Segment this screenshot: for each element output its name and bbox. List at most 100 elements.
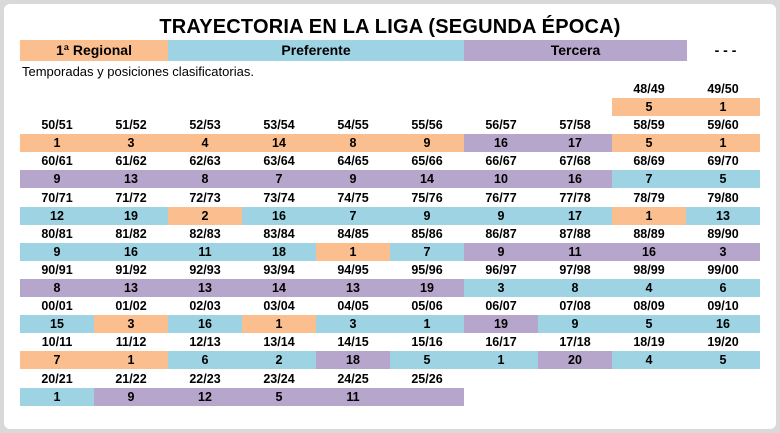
season-label: 20/21: [41, 371, 73, 386]
position-cell: 7: [316, 206, 390, 225]
season-label: 62/63: [189, 154, 221, 169]
season-label: 83/84: [263, 226, 295, 241]
season-label: 25/26: [411, 371, 443, 386]
position-cell: 8: [20, 279, 94, 297]
position-cell: 3: [464, 279, 538, 297]
season-label: 88/89: [633, 226, 665, 241]
season-label: 96/97: [485, 263, 517, 277]
season-label: 17/18: [559, 335, 591, 350]
position-cell: 17: [538, 134, 612, 153]
position-cell: 3: [686, 242, 760, 261]
position-cell: 4: [612, 351, 686, 370]
season-label: 99/00: [707, 263, 739, 277]
position-cell: 19: [390, 279, 464, 297]
season-label: 54/55: [337, 118, 369, 133]
season-label: 98/99: [633, 263, 665, 277]
season-label: 18/19: [633, 335, 665, 350]
position-cell: 5: [612, 98, 686, 116]
position-cell: 2: [242, 351, 316, 370]
season-label: 24/25: [337, 371, 369, 386]
season-label: 10/11: [41, 335, 73, 350]
season-label: 75/76: [411, 190, 443, 205]
position-cell: 7: [612, 170, 686, 189]
position-cell: 9: [94, 387, 168, 406]
position-cell: 12: [168, 387, 242, 406]
legend-preferente: Preferente: [168, 40, 464, 61]
season-label: 79/80: [707, 190, 739, 205]
position-cell: 19: [94, 206, 168, 225]
position-cell: 9: [390, 206, 464, 225]
season-label: 91/92: [115, 263, 147, 277]
position-cell: 16: [94, 242, 168, 261]
season-label: 70/71: [41, 190, 73, 205]
legend-tercera: Tercera: [464, 40, 687, 61]
position-cell: 4: [612, 279, 686, 297]
season-label: 89/90: [707, 226, 739, 241]
position-cell: 13: [94, 279, 168, 297]
position-cell: 5: [686, 351, 760, 370]
season-label: 59/60: [707, 118, 739, 133]
position-cell: 13: [686, 206, 760, 225]
position-cell: 6: [686, 279, 760, 297]
position-cell: 19: [464, 315, 538, 334]
season-label: 97/98: [559, 263, 591, 277]
position-cell: 16: [612, 242, 686, 261]
season-label: 53/54: [263, 118, 295, 133]
season-label: 68/69: [633, 154, 665, 169]
season-label: 85/86: [411, 226, 443, 241]
season-label: 95/96: [411, 263, 443, 277]
position-cell: 12: [20, 206, 94, 225]
position-cell: 9: [464, 242, 538, 261]
position-cell: 14: [242, 134, 316, 153]
position-cell: 16: [538, 170, 612, 189]
position-cell: 13: [316, 279, 390, 297]
season-label: 16/17: [485, 335, 517, 350]
position-cell: 1: [316, 242, 390, 261]
position-cell: 16: [464, 134, 538, 153]
season-label: 15/16: [411, 335, 443, 350]
season-label: 56/57: [485, 118, 517, 133]
season-label: 08/09: [633, 299, 665, 314]
position-cell: 8: [538, 279, 612, 297]
season-label: 05/06: [411, 299, 443, 314]
season-label: 61/62: [115, 154, 147, 169]
season-label: 66/67: [485, 154, 517, 169]
season-label: 57/58: [559, 118, 591, 133]
position-cell: 11: [316, 387, 390, 406]
position-cell: 14: [390, 170, 464, 189]
position-cell: 3: [316, 315, 390, 334]
position-cell: 9: [20, 242, 94, 261]
position-cell: 7: [20, 351, 94, 370]
season-label: 74/75: [337, 190, 369, 205]
position-cell: 2: [168, 206, 242, 225]
position-cell: 8: [168, 170, 242, 189]
position-cell: 16: [686, 315, 760, 334]
position-cell: 1: [242, 315, 316, 334]
position-cell: 1: [390, 315, 464, 334]
season-label: 13/14: [263, 335, 295, 350]
season-label: 81/82: [115, 226, 147, 241]
season-label: 00/01: [41, 299, 73, 314]
position-cell: 7: [242, 170, 316, 189]
season-label: 03/04: [263, 299, 295, 314]
season-label: 19/20: [707, 335, 739, 350]
position-cell: 1: [20, 387, 94, 406]
season-label: 01/02: [115, 299, 147, 314]
season-label: 80/81: [41, 226, 73, 241]
season-label: 04/05: [337, 299, 369, 314]
position-cell: 3: [94, 315, 168, 334]
position-cell: 4: [168, 134, 242, 153]
position-cell: 17: [538, 206, 612, 225]
position-cell: 5: [390, 351, 464, 370]
position-cell: 1: [20, 134, 94, 153]
season-label: 67/68: [559, 154, 591, 169]
season-label: 58/59: [633, 118, 665, 133]
position-cell: 13: [94, 170, 168, 189]
season-label: 48/49: [633, 82, 665, 96]
season-label: 73/74: [263, 190, 295, 205]
position-cell: 20: [538, 351, 612, 370]
season-label: 07/08: [559, 299, 591, 314]
season-label: 72/73: [189, 190, 221, 205]
position-cell: 5: [242, 387, 316, 406]
position-cell: 3: [94, 134, 168, 153]
